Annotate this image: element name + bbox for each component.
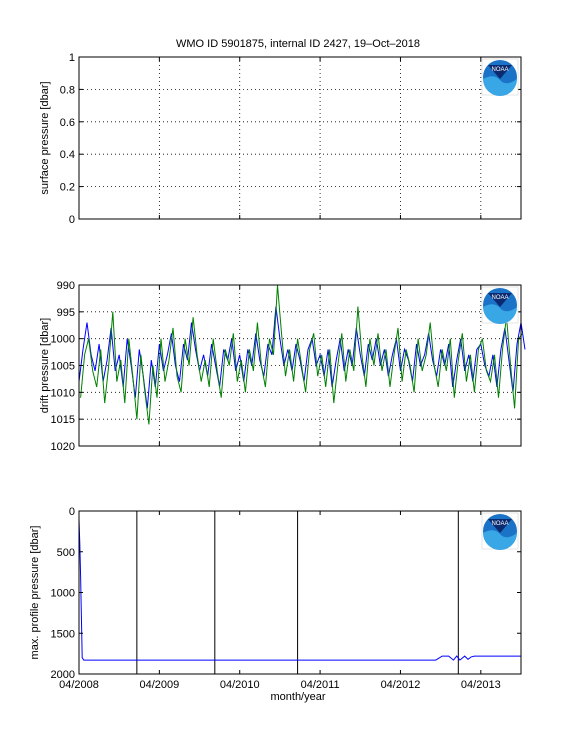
logo-wave: [483, 304, 517, 324]
y-tick-label: 1000: [51, 334, 75, 346]
x-tick-label: 04/2013: [461, 679, 501, 691]
y-tick-label: 0: [69, 506, 75, 518]
noaa-logo-icon: NOAA: [481, 58, 519, 96]
y-axis-label: max. profile pressure [dbar]: [29, 526, 41, 660]
plot-area: [79, 57, 521, 219]
y-tick-label: 0.2: [60, 182, 75, 194]
y-tick-label: 1500: [51, 628, 75, 640]
y-axis-label: drift pressure [dbar]: [39, 318, 51, 413]
y-tick-label: 1005: [51, 361, 75, 373]
y-tick-label: 500: [57, 547, 75, 559]
x-tick-label: 04/2009: [139, 679, 179, 691]
y-tick-label: 0.6: [60, 117, 75, 129]
y-tick-label: 1020: [51, 441, 75, 453]
panel-surface: 0 0.2 0.4 0.6 0.8 1 surface pressure [dbar] NOA…: [39, 52, 522, 226]
figure-title: WMO ID 5901875, internal ID 2427, 19–Oct…: [176, 38, 420, 50]
logo-wave: [483, 530, 517, 550]
axes-box: [78, 56, 522, 220]
logo-bird: [488, 65, 512, 79]
x-axis-label: month/year: [270, 691, 325, 703]
series-line-1: [78, 519, 521, 661]
series-line-2: [80, 284, 524, 425]
y-tick-label: 1000: [51, 588, 75, 600]
logo-text: NOAA: [491, 67, 508, 73]
y-tick-label: 0.4: [60, 149, 75, 161]
y-tick-label: 995: [57, 307, 75, 319]
logo-text: NOAA: [491, 521, 508, 527]
logo-wave: [483, 76, 517, 96]
panel-drift: 990 995 1000 1005 1010 1015 1020 drift pressure…: [39, 280, 526, 453]
y-tick-label: 1010: [51, 387, 75, 399]
noaa-logo-icon: NOAA: [481, 512, 519, 550]
noaa-logo-icon: NOAA: [481, 286, 519, 324]
x-tick-label: 04/2012: [381, 679, 421, 691]
y-axis-label: surface pressure [dbar]: [39, 81, 51, 194]
y-tick-label: 2000: [51, 669, 75, 681]
y-tick-label: 0: [69, 214, 75, 226]
plot-area: [79, 511, 521, 674]
y-tick-label: 990: [57, 280, 75, 292]
y-tick-label: 0.8: [60, 84, 75, 96]
chart-panels: 0 0.2 0.4 0.6 0.8 1 surface pressure [dbar] NOA…: [29, 52, 526, 691]
x-tick-label: 04/2008: [59, 679, 99, 691]
y-tick-label: 1: [69, 52, 75, 64]
logo-bird: [488, 293, 512, 307]
logo-text: NOAA: [491, 295, 508, 301]
x-tick-label: 04/2010: [220, 679, 260, 691]
x-tick-label: 04/2011: [301, 679, 340, 691]
logo-bird: [488, 519, 512, 533]
y-tick-label: 1015: [51, 414, 75, 426]
